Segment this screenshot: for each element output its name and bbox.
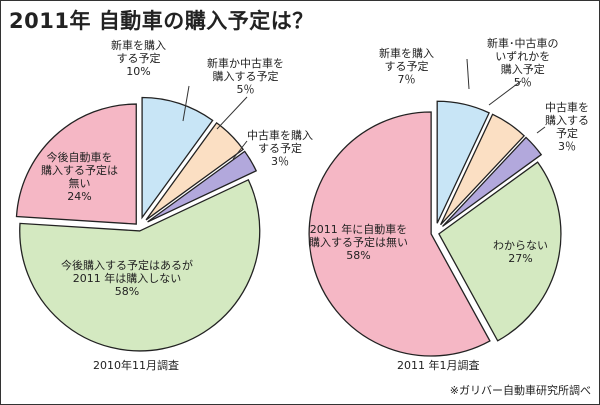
- pie-0-slice-3: [19, 178, 261, 352]
- label-line: 新車･中古車の: [487, 37, 559, 50]
- label-line: 予定: [556, 127, 578, 140]
- pie-1-slice-0: [436, 100, 490, 224]
- leader-line: [182, 85, 190, 122]
- label-left-used: 中古車を購入 する予定 3％: [247, 129, 313, 168]
- pie-1-slice-4: [308, 111, 491, 357]
- label-left-new-or-used: 新車か中古車を 購入する予定 5％: [207, 57, 284, 96]
- right-pie-caption: 2011 年1月調査: [397, 359, 480, 372]
- label-line: する予定: [384, 60, 429, 73]
- source-note: ※ガリバー自動車研究所調べ: [449, 384, 591, 397]
- label-line: する予定: [116, 52, 161, 65]
- label-line: 3％: [558, 140, 576, 153]
- label-line: 2011 年は購入しない: [72, 272, 182, 285]
- label-line: 3％: [271, 155, 289, 168]
- label-left-not-this-year: 今後購入する予定はあるが 2011 年は購入しない 58%: [61, 259, 193, 298]
- label-right-used: 中古車を 購入する 予定 3％: [545, 101, 589, 153]
- label-line: 購入する予定は無い: [309, 236, 408, 249]
- label-line: 27%: [508, 252, 533, 265]
- label-line: 購入する予定: [212, 70, 279, 83]
- label-line: 中古車を購入: [247, 129, 313, 142]
- label-line: 購入する予定は: [41, 164, 118, 177]
- label-line: 7％: [397, 73, 416, 86]
- label-line: 購入予定: [500, 63, 545, 76]
- label-right-either: 新車･中古車の いずれかを 購入予定 5％: [487, 37, 559, 89]
- pie-0-slice-4: [15, 103, 137, 225]
- label-line: 新車を購入: [111, 39, 166, 52]
- label-line: わからない: [493, 239, 548, 252]
- label-line: 24%: [67, 190, 92, 203]
- label-line: する予定: [258, 142, 302, 155]
- left-pie-caption: 2010年11月調査: [93, 359, 179, 372]
- label-left-new-car: 新車を購入 する予定 10%: [111, 39, 166, 78]
- label-line: 2011 年に自動車を: [309, 223, 408, 236]
- label-right-no-plan: 2011 年に自動車を 購入する予定は無い 58%: [309, 223, 408, 262]
- leader-line: [466, 58, 470, 90]
- label-line: 58%: [346, 249, 371, 262]
- pie-1-slice-1: [440, 113, 526, 226]
- page-title: 2011年 自動車の購入予定は？: [9, 9, 314, 33]
- leader-line: [536, 126, 546, 134]
- label-right-unknown: わからない 27%: [493, 239, 548, 265]
- label-line: 新車を購入: [379, 47, 434, 60]
- label-line: 今後購入する予定はあるが: [61, 259, 193, 272]
- label-line: 58%: [114, 285, 140, 298]
- pie-1-slice-2: [442, 136, 543, 227]
- label-line: 5％: [236, 83, 255, 96]
- pie-1-slice-3: [438, 161, 562, 342]
- pie-0-slice-0: [141, 96, 214, 220]
- label-line: 10%: [126, 65, 151, 78]
- label-right-new-car: 新車を購入 する予定 7％: [379, 47, 434, 86]
- pie-0-slice-2: [147, 150, 258, 223]
- leader-line: [232, 140, 248, 160]
- leader-line: [488, 80, 522, 106]
- pie-0-slice-1: [145, 121, 245, 221]
- label-left-no-plan: 今後自動車を 購入する予定は 無い 24%: [41, 151, 118, 203]
- label-line: 購入する: [545, 114, 589, 127]
- label-line: 無い: [68, 177, 91, 190]
- label-line: 中古車を: [545, 101, 589, 114]
- label-line: 新車か中古車を: [207, 57, 284, 70]
- leader-line: [216, 96, 248, 130]
- label-line: 今後自動車を: [46, 151, 113, 164]
- label-line: いずれかを: [495, 50, 551, 63]
- label-line: 5％: [513, 76, 532, 89]
